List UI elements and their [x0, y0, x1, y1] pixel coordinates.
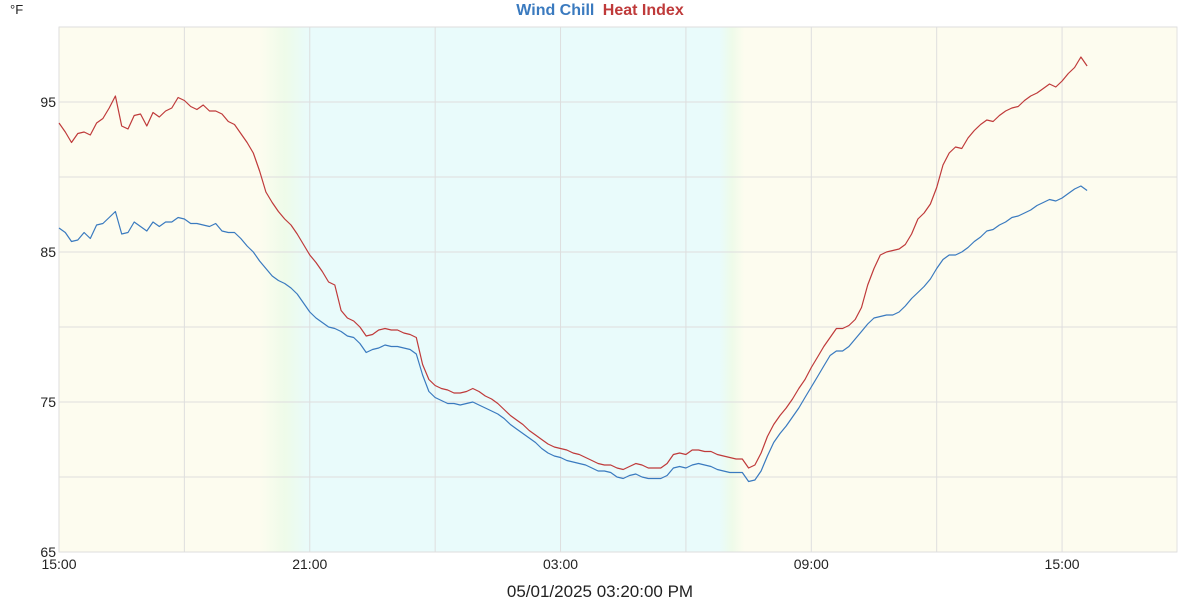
- chart-title: Wind Chill Heat Index: [516, 2, 684, 19]
- x-tick-label: 15:00: [1045, 556, 1080, 572]
- y-axis: 65 75 85 95: [40, 94, 56, 560]
- series-line-heat-index: [58, 56, 1088, 471]
- y-tick-label: 85: [40, 244, 56, 260]
- y-tick-label: 95: [40, 94, 56, 110]
- x-tick-label: 21:00: [292, 556, 327, 572]
- y-tick-label: 65: [40, 544, 56, 560]
- title-heat-index: Heat Index: [603, 2, 684, 19]
- x-tick-label: 09:00: [794, 556, 829, 572]
- x-axis: 15:00 21:00 03:00 09:00 15:00: [41, 556, 1079, 572]
- series-line-wind-chill: [58, 185, 1088, 483]
- series-group: [58, 56, 1088, 483]
- x-tick-label: 15:00: [41, 556, 76, 572]
- title-wind-chill: Wind Chill: [516, 2, 594, 19]
- y-unit-label: °F: [10, 2, 23, 17]
- x-axis-label: 05/01/2025 03:20:00 PM: [507, 582, 693, 600]
- plot-background: [58, 26, 1178, 553]
- y-tick-label: 75: [40, 394, 56, 410]
- x-tick-label: 03:00: [543, 556, 578, 572]
- grid: [58, 26, 1177, 553]
